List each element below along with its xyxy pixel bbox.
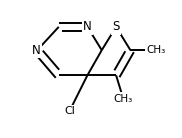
Text: N: N xyxy=(32,44,41,57)
Text: S: S xyxy=(112,20,120,33)
Text: CH₃: CH₃ xyxy=(114,94,133,104)
Text: N: N xyxy=(83,20,92,33)
Text: CH₃: CH₃ xyxy=(146,45,165,55)
Text: Cl: Cl xyxy=(64,106,75,116)
